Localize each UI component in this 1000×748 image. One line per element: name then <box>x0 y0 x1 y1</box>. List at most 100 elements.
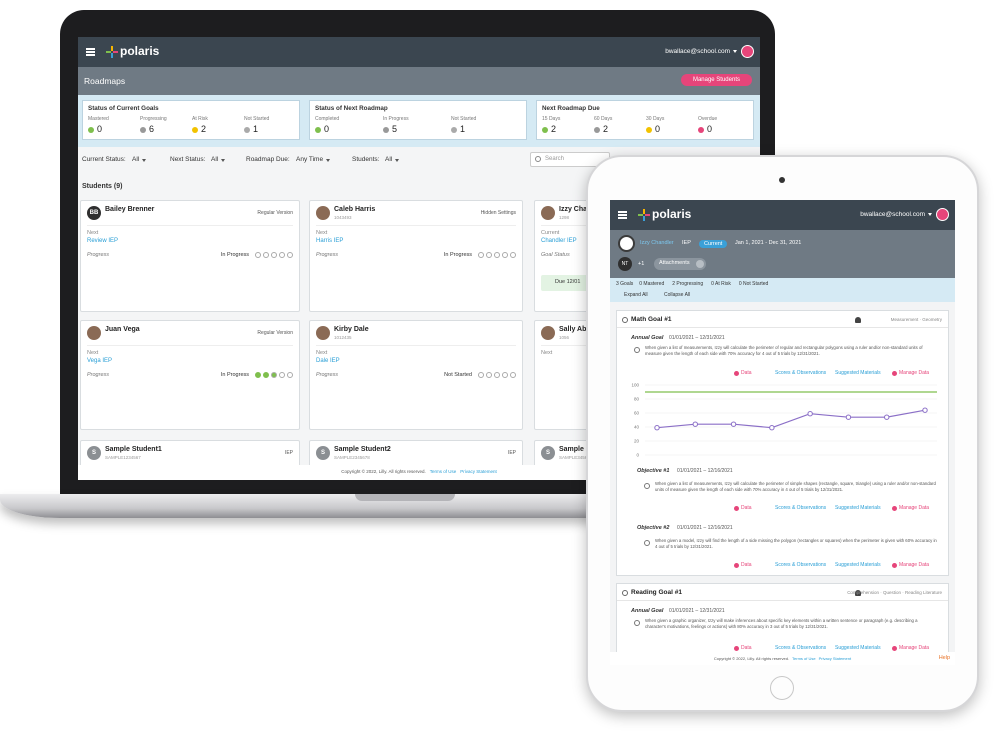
goal-link[interactable]: Data <box>741 505 752 511</box>
student-name[interactable]: Caleb Harris <box>334 206 376 213</box>
student-name[interactable]: Sample Student1 <box>105 446 162 453</box>
goal-link[interactable]: Suggested Materials <box>835 562 881 568</box>
goal-title[interactable]: Reading Goal #1 <box>631 589 682 596</box>
student-tag: IEP <box>507 450 516 456</box>
goal-status-icon <box>502 372 508 378</box>
student-card[interactable]: Juan Vega Regular Version Next Vega IEP Prog… <box>80 320 300 430</box>
progress-point <box>884 414 890 420</box>
filter-dropdown[interactable]: Next Status: All <box>170 156 260 166</box>
student-card[interactable]: Kirby Dale 1012435 Next Dale IEP Progress Not… <box>309 320 523 430</box>
goal-link[interactable]: Scores & Observations <box>775 562 827 568</box>
student-name[interactable]: Sample Student2 <box>334 446 391 453</box>
roadmap-link[interactable]: Vega IEP <box>87 358 113 364</box>
goal-status-icon <box>271 372 277 378</box>
goal-link[interactable]: Scores & Observations <box>775 645 827 651</box>
student-name[interactable]: Juan Vega <box>105 326 140 333</box>
goal-link[interactable]: Suggested Materials <box>835 505 881 511</box>
user-email[interactable]: bwallace@school.com <box>860 211 925 218</box>
goal-link[interactable]: Manage Data <box>899 370 930 376</box>
summary-card: Status of Current Goals Mastered 0 Progress… <box>82 100 300 140</box>
goal-link[interactable]: Suggested Materials <box>835 645 881 651</box>
radio-icon[interactable] <box>634 347 640 353</box>
student-id: 1056 <box>559 335 570 340</box>
logo-mark <box>106 46 118 58</box>
progress-point <box>654 425 660 431</box>
footer: Copyright © 2022, Lilly. All rights rese… <box>610 652 955 665</box>
metric-icon <box>140 127 146 133</box>
stage-label: Next <box>316 230 328 236</box>
stage-label: Next <box>87 230 99 236</box>
metric-icon <box>451 127 457 133</box>
menu-icon-line <box>618 217 627 219</box>
link-icon <box>734 563 739 568</box>
annual-goal-dates: 01/01/2021 – 12/31/2021 <box>669 335 725 341</box>
privacy-link[interactable]: Privacy Statement <box>818 656 852 661</box>
user-avatar[interactable] <box>936 208 949 221</box>
metric-label: 30 Days <box>646 116 665 122</box>
y-tick-label: 40 <box>634 425 640 430</box>
top-nav: polaris bwallace@school.com <box>78 37 760 67</box>
user-avatar[interactable] <box>741 45 754 58</box>
collapse-all[interactable]: Collapse All <box>664 292 691 298</box>
privacy-link[interactable]: Privacy Statement <box>460 469 497 474</box>
filter-label: Students: <box>352 156 380 163</box>
student-card[interactable]: Caleb Harris 1043493 Hidden Settings Next Ha… <box>309 200 523 312</box>
goal-link[interactable]: Scores & Observations <box>775 505 827 511</box>
progress-label: Progress <box>316 372 339 378</box>
goal-link[interactable]: Scores & Observations <box>775 370 827 376</box>
filter-dropdown[interactable]: Current Status: All <box>82 156 172 166</box>
radio-icon[interactable] <box>644 483 650 489</box>
roadmap-link[interactable]: Review IEP <box>87 238 119 244</box>
goal-link[interactable]: Data <box>741 562 752 568</box>
goal-status-icon <box>510 252 516 258</box>
goal-link[interactable]: Data <box>741 370 752 376</box>
logo-segment <box>643 209 645 214</box>
student-name[interactable]: Sally Abbott <box>559 326 600 333</box>
user-email[interactable]: bwallace@school.com <box>665 48 730 55</box>
progress-label: Goal Status <box>541 252 570 258</box>
student-name[interactable]: Izzy Chandler <box>559 206 605 213</box>
filter-dropdown[interactable]: Roadmap Due: Any Time <box>246 156 336 166</box>
goal-card: Math Goal #1 Measurement · Geometry Annual… <box>616 310 949 576</box>
manage-students-button[interactable]: Manage Students <box>680 74 752 86</box>
help-link[interactable]: Help <box>938 655 950 661</box>
person-icon <box>855 590 861 596</box>
terms-link[interactable]: Terms of Use <box>792 656 816 661</box>
expand-all[interactable]: Expand All <box>624 292 648 298</box>
radio-icon[interactable] <box>644 540 650 546</box>
roadmap-link[interactable]: Dale IEP <box>316 358 340 364</box>
roadmap-link[interactable]: Chandler IEP <box>541 238 577 244</box>
terms-link[interactable]: Terms of Use <box>429 469 457 474</box>
logo-segment <box>645 214 650 216</box>
link-icon <box>892 563 897 568</box>
metric-icon <box>698 127 704 133</box>
filter-dropdown[interactable]: Students: All <box>352 156 442 166</box>
menu-icon-line <box>86 51 95 53</box>
search-placeholder: Search <box>545 156 565 162</box>
attachments-button[interactable]: Attachments <box>654 258 706 270</box>
goal-text: When given a graphic organizer, Izzy wil… <box>645 618 918 629</box>
goal-count: 3 Goals <box>616 281 634 287</box>
metric-label: Not Started <box>451 116 477 122</box>
goal-link[interactable]: Manage Data <box>899 505 930 511</box>
goal-link[interactable]: Suggested Materials <box>835 370 881 376</box>
goal-metric: 0 At Risk <box>711 281 731 287</box>
search-icon <box>535 156 541 162</box>
metric-value: 2 <box>603 124 609 134</box>
goal-link[interactable]: Data <box>741 645 752 651</box>
email-caret <box>733 50 737 53</box>
logo-text: polaris <box>120 44 160 58</box>
student-card[interactable]: BB Bailey Brenner Regular Version Next Revie… <box>80 200 300 312</box>
student-name[interactable]: Kirby Dale <box>334 326 369 333</box>
tablet-home-button[interactable] <box>770 676 794 700</box>
goal-link[interactable]: Manage Data <box>899 562 930 568</box>
student-name[interactable]: Bailey Brenner <box>105 206 155 213</box>
goal-title[interactable]: Math Goal #1 <box>631 316 672 323</box>
goal-link[interactable]: Manage Data <box>899 645 930 651</box>
goal-metric: 0 Mastered <box>639 281 665 287</box>
student-name[interactable]: Izzy Chandler <box>640 240 674 246</box>
logo-text: polaris <box>652 207 692 221</box>
radio-icon[interactable] <box>634 620 640 626</box>
roadmap-link[interactable]: Harris IEP <box>316 238 344 244</box>
metric-label: At Risk <box>192 116 208 122</box>
